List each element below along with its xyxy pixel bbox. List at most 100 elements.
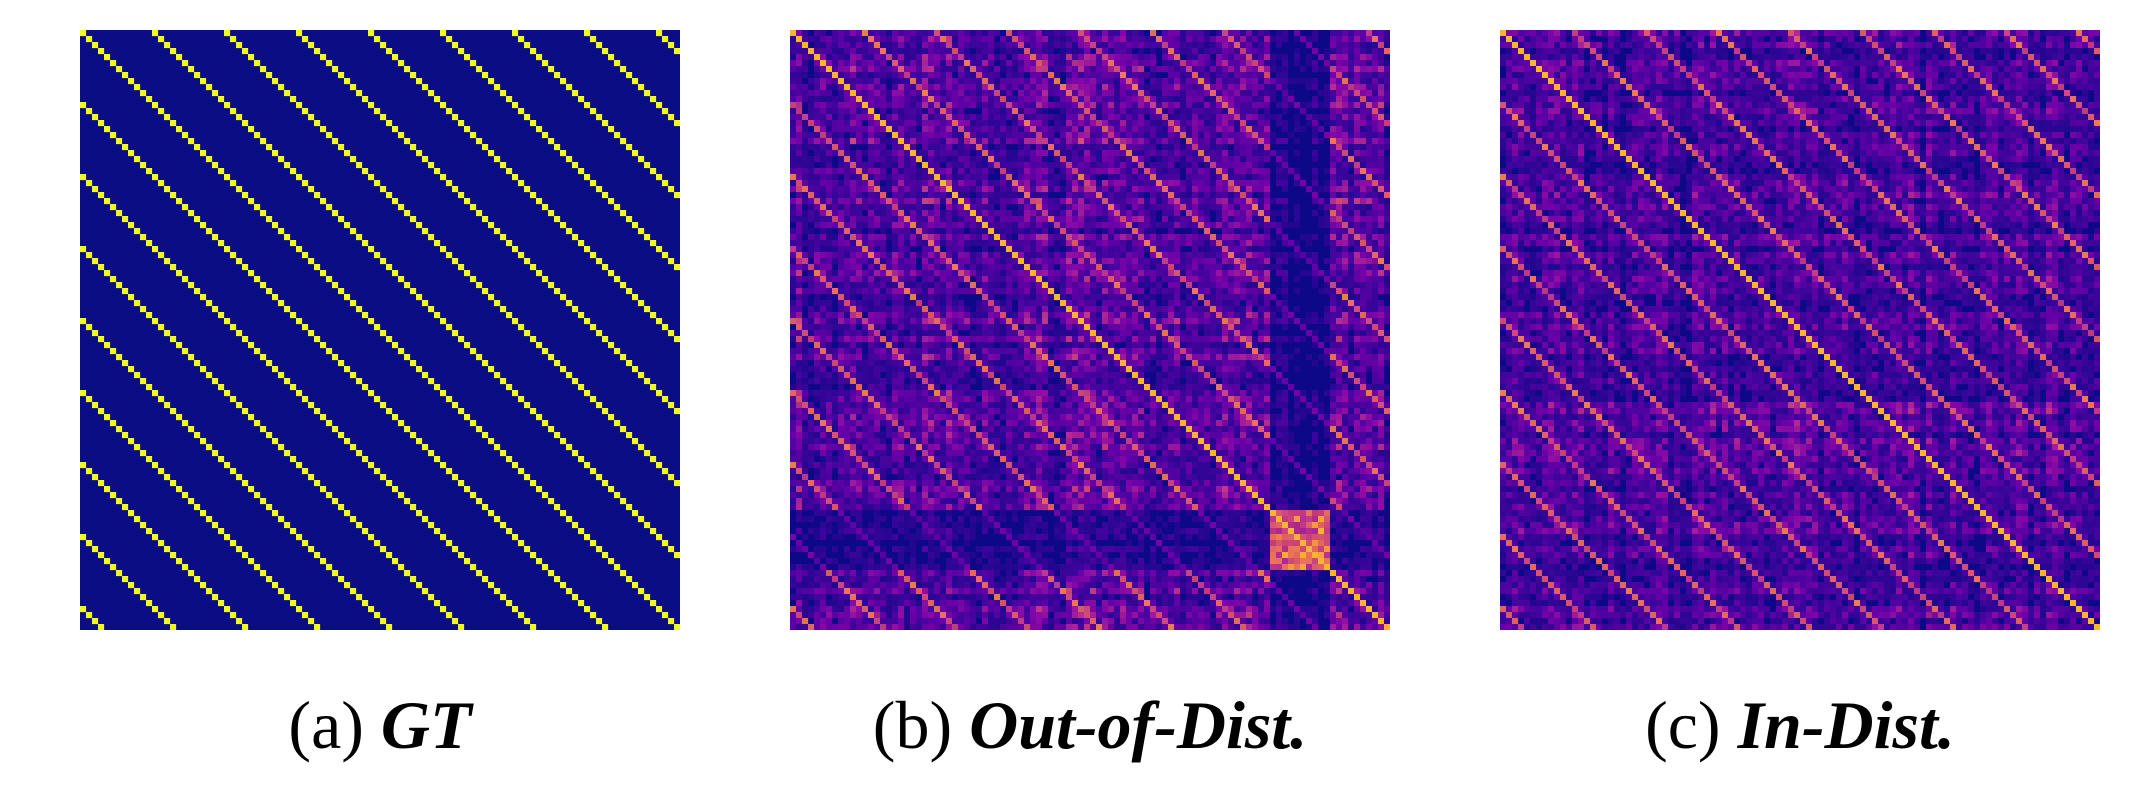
- heatmap-cell: [248, 198, 255, 205]
- heatmap-cell: [1264, 204, 1271, 211]
- heatmap-cell: [1036, 282, 1043, 289]
- heatmap-cell: [1114, 204, 1121, 211]
- heatmap-cell: [1102, 192, 1109, 199]
- heatmap-cell: [820, 72, 827, 79]
- heatmap-cell: [1270, 150, 1277, 157]
- heatmap-cell: [1336, 120, 1343, 127]
- heatmap-cell: [1234, 120, 1241, 127]
- heatmap-cell: [638, 300, 645, 307]
- heatmap-cell: [1228, 180, 1235, 187]
- heatmap-cell: [820, 174, 827, 181]
- heatmap-cell: [494, 84, 501, 91]
- heatmap-cell: [904, 60, 911, 67]
- heatmap-cell: [802, 210, 809, 217]
- heatmap-cell: [1288, 168, 1295, 175]
- heatmap-cell: [1372, 282, 1379, 289]
- heatmap-cell: [1048, 54, 1055, 61]
- heatmap-cell: [892, 150, 899, 157]
- heatmap-cell: [482, 576, 489, 583]
- heatmap-cell: [1066, 138, 1073, 145]
- heatmap-cell: [1018, 246, 1025, 253]
- heatmap-cell: [1360, 192, 1367, 199]
- heatmap-cell: [898, 216, 905, 223]
- heatmap-cell: [1036, 54, 1043, 61]
- heatmap-cell: [440, 318, 447, 325]
- heatmap-cell: [910, 126, 917, 133]
- heatmap-cell: [230, 36, 237, 43]
- heatmap-cell: [1132, 216, 1139, 223]
- heatmap-cell: [1360, 276, 1367, 283]
- heatmap-cell: [976, 144, 983, 151]
- heatmap-cell: [1264, 168, 1271, 175]
- heatmap-cell: [1144, 228, 1151, 235]
- heatmap-cell: [386, 192, 393, 199]
- heatmap-cell: [476, 498, 483, 505]
- heatmap-cell: [844, 144, 851, 151]
- heatmap-cell: [856, 72, 863, 79]
- heatmap-cell: [1210, 66, 1217, 73]
- heatmap-cell: [826, 144, 833, 151]
- heatmap-cell: [434, 312, 441, 319]
- heatmap-cell: [964, 156, 971, 163]
- heatmap-cell: [1210, 186, 1217, 193]
- heatmap-cell: [140, 234, 147, 241]
- heatmap-cell: [1084, 240, 1091, 247]
- heatmap-cell: [832, 276, 839, 283]
- heatmap-cell: [1054, 258, 1061, 265]
- heatmap-cell: [1228, 42, 1235, 49]
- heatmap-cell: [1186, 234, 1193, 241]
- heatmap-cell: [844, 198, 851, 205]
- heatmap-cell: [176, 342, 183, 349]
- heatmap-cell: [1252, 54, 1259, 61]
- heatmap-cell: [844, 276, 851, 283]
- heatmap-cell: [1048, 198, 1055, 205]
- heatmap-cell: [1036, 96, 1043, 103]
- heatmap-cell: [230, 180, 237, 187]
- heatmap-cell: [1378, 138, 1385, 145]
- heatmap-cell: [976, 240, 983, 247]
- heatmap-cell: [446, 468, 453, 475]
- heatmap-cell: [1198, 138, 1205, 145]
- heatmap-cell: [916, 102, 923, 109]
- heatmap-cell: [1162, 246, 1169, 253]
- heatmap-cell: [1066, 60, 1073, 67]
- heatmap-cell: [1168, 66, 1175, 73]
- heatmap-cell: [1150, 288, 1157, 295]
- heatmap-cell: [1054, 144, 1061, 151]
- heatmap-cell: [1030, 126, 1037, 133]
- heatmap-cell: [1264, 108, 1271, 115]
- heatmap-cell: [1072, 150, 1079, 157]
- heatmap-cell: [1282, 222, 1289, 229]
- heatmap-cell: [928, 114, 935, 121]
- heatmap-cell: [362, 384, 369, 391]
- heatmap-cell: [1084, 186, 1091, 193]
- heatmap-cell: [1366, 162, 1373, 169]
- heatmap-cell: [1246, 264, 1253, 271]
- heatmap-cell: [668, 42, 675, 49]
- heatmap-cell: [1228, 294, 1235, 301]
- heatmap-cell: [662, 540, 669, 547]
- heatmap-cell: [886, 222, 893, 229]
- heatmap-cell: [1120, 96, 1127, 103]
- heatmap-cell: [958, 174, 965, 181]
- heatmap-cell: [1102, 276, 1109, 283]
- heatmap-cell: [1168, 48, 1175, 55]
- heatmap-cell: [1090, 144, 1097, 151]
- heatmap-cell: [1102, 270, 1109, 277]
- heatmap-cell: [850, 108, 857, 115]
- heatmap-cell: [928, 78, 935, 85]
- heatmap-cell: [1258, 234, 1265, 241]
- heatmap-cell: [1132, 210, 1139, 217]
- heatmap-cell: [982, 294, 989, 301]
- heatmap-cell: [850, 252, 857, 259]
- heatmap-cell: [1078, 180, 1085, 187]
- heatmap-cell: [1366, 282, 1373, 289]
- heatmap-cell: [1204, 258, 1211, 265]
- heatmap-cell: [524, 114, 531, 121]
- heatmap-cell: [1330, 42, 1337, 49]
- heatmap-cell: [584, 390, 591, 397]
- heatmap-cell: [1270, 264, 1277, 271]
- heatmap-cell: [1132, 84, 1139, 91]
- heatmap-cell: [814, 138, 821, 145]
- heatmap-cell: [1030, 282, 1037, 289]
